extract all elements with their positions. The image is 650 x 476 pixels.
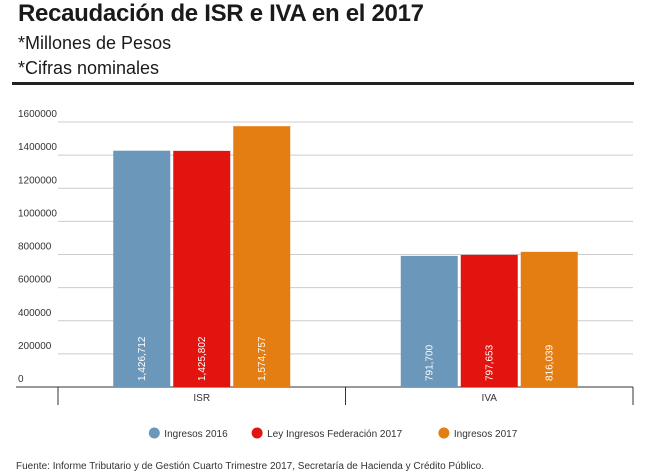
- bar-value-label: 1,425,802: [197, 336, 208, 381]
- bar: [520, 251, 578, 387]
- y-tick-label: 1200000: [18, 175, 57, 186]
- title-divider: [12, 82, 634, 85]
- legend-label: Ingresos 2016: [164, 429, 228, 440]
- legend-label: Ley Ingresos Federación 2017: [267, 429, 403, 440]
- legend-label: Ingresos 2017: [454, 429, 518, 440]
- bar: [460, 254, 518, 387]
- legend-marker: [251, 427, 263, 439]
- category-label: IVA: [482, 393, 498, 404]
- bar: [113, 150, 171, 387]
- source-note: Fuente: Informe Tributario y de Gestión …: [16, 461, 485, 472]
- chart-title: Recaudación de ISR e IVA en el 2017: [18, 0, 424, 27]
- y-tick-label: 1400000: [18, 142, 57, 153]
- y-tick-label: 0: [18, 374, 24, 385]
- bar-value-label: 791,700: [424, 344, 435, 381]
- bar-value-label: 797,653: [484, 344, 495, 381]
- legend-marker: [438, 427, 450, 439]
- bar: [233, 126, 291, 387]
- bar: [173, 150, 231, 387]
- category-label: ISR: [193, 393, 210, 404]
- y-tick-label: 200000: [18, 341, 52, 352]
- bar-value-label: 1,574,757: [257, 336, 268, 381]
- bar: [400, 255, 458, 387]
- y-tick-label: 400000: [18, 308, 52, 319]
- chart-subtitle-units: *Millones de Pesos: [18, 33, 172, 53]
- legend-marker: [148, 427, 160, 439]
- y-tick-label: 800000: [18, 242, 52, 253]
- bar-value-label: 1,426,712: [137, 336, 148, 381]
- chart-subtitle-nominal: *Cifras nominales: [18, 58, 160, 78]
- y-tick-label: 1600000: [18, 109, 57, 120]
- bar-value-label: 816,039: [544, 344, 555, 381]
- y-tick-label: 1000000: [18, 208, 57, 219]
- y-tick-label: 600000: [18, 275, 52, 286]
